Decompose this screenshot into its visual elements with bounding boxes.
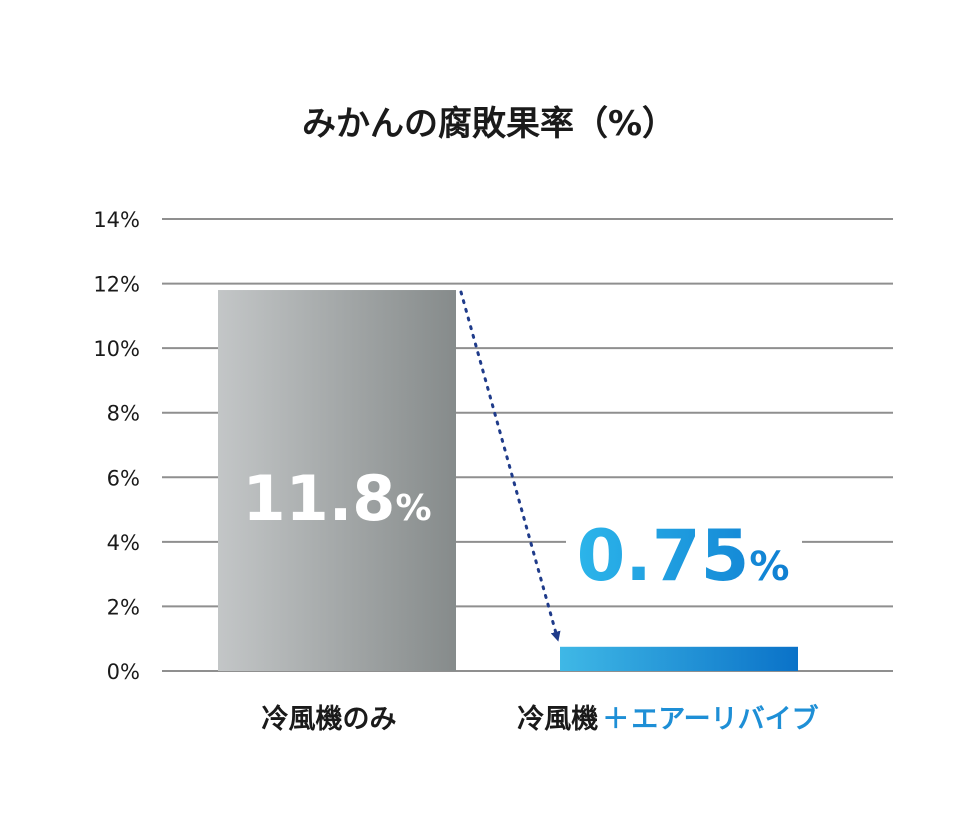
data-label-unit: % [749, 544, 789, 590]
x-axis-categories: 冷風機のみ 冷風機 ＋エアーリバイブ [262, 703, 819, 735]
data-label-background [566, 515, 802, 591]
chart-title: みかんの腐敗果率（%） [302, 104, 676, 144]
bar [218, 290, 456, 671]
y-tick-label: 6% [107, 466, 140, 490]
y-tick-label: 12% [93, 273, 140, 297]
bar [560, 646, 798, 671]
y-tick-label: 8% [107, 402, 140, 426]
y-tick-label: 2% [107, 595, 140, 619]
y-axis-ticks: 0% 2% 4% 6% 8% 10% 12% 14% [93, 208, 140, 684]
data-label: 0.75% [577, 515, 790, 597]
x-category-accent: エアーリバイブ [631, 703, 818, 735]
y-tick-label: 14% [93, 208, 140, 232]
y-tick-label: 4% [107, 531, 140, 555]
data-label-number: 0.75 [577, 515, 750, 597]
bars [218, 290, 798, 671]
data-label-unit: % [395, 488, 431, 529]
arrow-annotation [459, 290, 561, 642]
data-labels: 11.8%0.75% [242, 462, 802, 597]
x-category-label: 冷風機のみ [262, 704, 397, 735]
x-category-main: 冷風機 [517, 704, 598, 735]
y-tick-label: 0% [107, 660, 140, 684]
data-label: 11.8% [242, 462, 431, 535]
y-tick-label: 10% [93, 337, 140, 361]
x-category-label: 冷風機 ＋エアーリバイブ [517, 703, 818, 735]
trend-arrow [459, 290, 561, 642]
plus-icon: ＋ [602, 704, 629, 735]
data-label-number: 11.8 [242, 462, 395, 535]
